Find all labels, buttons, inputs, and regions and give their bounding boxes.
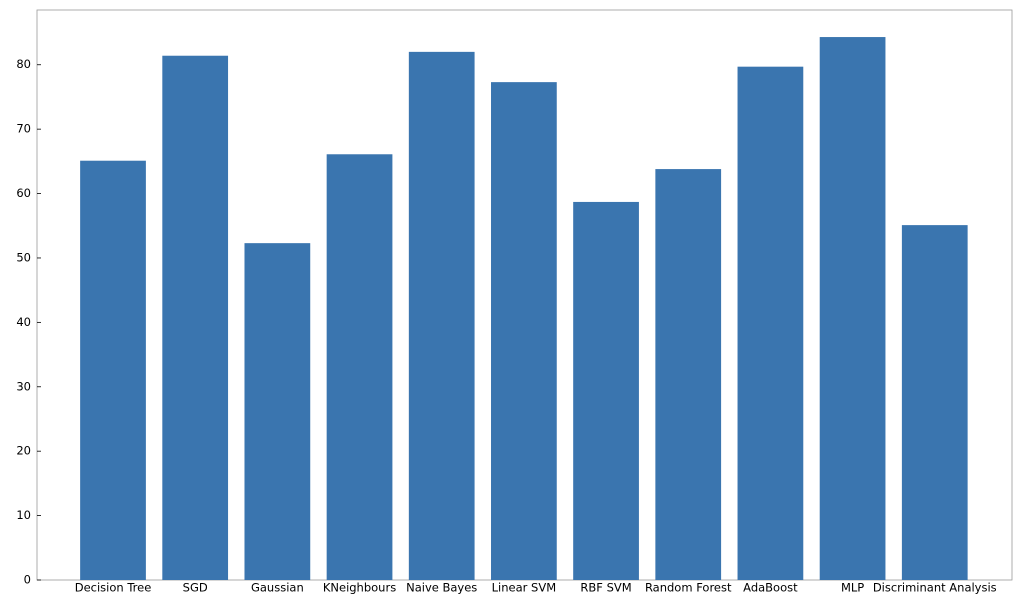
- bar: [491, 82, 557, 580]
- y-tick-label: 50: [16, 250, 31, 264]
- bar: [655, 169, 722, 580]
- bar: [408, 51, 475, 581]
- y-tick-label: 80: [16, 57, 31, 71]
- y-tick-label: 40: [16, 315, 31, 329]
- bar: [80, 160, 146, 581]
- x-tick-label: Discriminant Analysis: [873, 581, 997, 595]
- x-tick-label: KNeighbours: [323, 581, 396, 595]
- x-tick-label: AdaBoost: [743, 581, 798, 595]
- y-tick-label: 10: [16, 508, 31, 522]
- bar: [244, 243, 311, 581]
- x-tick-label: RBF SVM: [580, 581, 631, 595]
- bar: [819, 37, 886, 581]
- x-tick-label: Decision Tree: [75, 581, 152, 595]
- y-tick-label: 0: [24, 573, 31, 587]
- bar: [573, 201, 639, 581]
- bar: [162, 55, 229, 580]
- y-tick-label: 20: [16, 444, 31, 458]
- y-tick-label: 60: [16, 186, 31, 200]
- x-tick-label: Linear SVM: [492, 581, 557, 595]
- y-tick-label: 30: [16, 379, 31, 393]
- bar: [737, 66, 804, 580]
- y-tick-label: 70: [16, 122, 31, 136]
- x-tick-label: Gaussian: [251, 581, 304, 595]
- x-tick-label: Random Forest: [645, 581, 732, 595]
- bar: [326, 154, 393, 580]
- bar: [901, 225, 968, 580]
- x-tick-label: MLP: [841, 581, 864, 595]
- x-tick-label: SGD: [183, 581, 208, 595]
- x-tick-label: Naive Bayes: [406, 581, 477, 595]
